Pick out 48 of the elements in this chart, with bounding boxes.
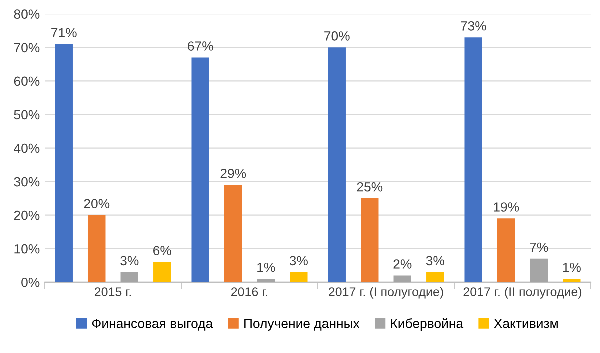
y-tick-label: 40% (14, 144, 40, 154)
y-tick-label: 70% (14, 43, 40, 53)
bar (154, 262, 172, 282)
data-label: 29% (220, 169, 246, 178)
bar (55, 44, 73, 282)
bar (224, 185, 242, 282)
bar (464, 38, 482, 282)
y-tick-label: 60% (14, 76, 40, 86)
data-label: 2% (394, 260, 412, 269)
x-tick-label: 2015 г. (94, 288, 131, 296)
y-tick-label: 10% (14, 244, 40, 254)
data-label: 6% (154, 246, 172, 256)
data-label: 1% (258, 262, 276, 272)
bar (530, 258, 548, 282)
bar (328, 48, 346, 282)
x-tick-label: 2017 г. (II полугодие) (464, 287, 582, 299)
data-label: 25% (357, 182, 383, 192)
data-label: 3% (120, 256, 139, 266)
bar (497, 218, 516, 282)
x-tick-label: 2016 г. (231, 288, 268, 296)
data-label: 19% (494, 202, 520, 212)
data-label: 73% (461, 21, 486, 31)
bar (192, 58, 210, 282)
bar (394, 276, 412, 282)
data-label: 67% (188, 42, 214, 51)
data-label: 1% (563, 262, 581, 272)
bar (88, 215, 106, 282)
y-tick-label: 20% (14, 210, 40, 220)
legend-label: Получение данных (244, 319, 360, 331)
legend-label: Хактивизм (494, 319, 558, 328)
y-tick-label: 30% (14, 177, 40, 187)
y-tick-label: 50% (14, 110, 40, 120)
y-tick-label: 80% (14, 10, 40, 20)
bar (120, 272, 139, 282)
legend-label: Финансовая выгода (92, 319, 214, 331)
data-label: 71% (52, 28, 77, 38)
data-label: 3% (290, 256, 308, 266)
bar (563, 279, 581, 282)
legend-label: Кибервойна (391, 318, 464, 331)
bar (360, 198, 379, 282)
bar (426, 272, 444, 282)
y-tick-label: 0% (22, 278, 40, 288)
x-tick-label: 2017 г. (I полугодие) (329, 287, 444, 299)
data-label: 3% (426, 256, 444, 266)
data-label: 7% (530, 242, 548, 252)
data-label: 70% (324, 32, 350, 41)
bar (290, 272, 308, 282)
data-label: 20% (84, 199, 110, 209)
